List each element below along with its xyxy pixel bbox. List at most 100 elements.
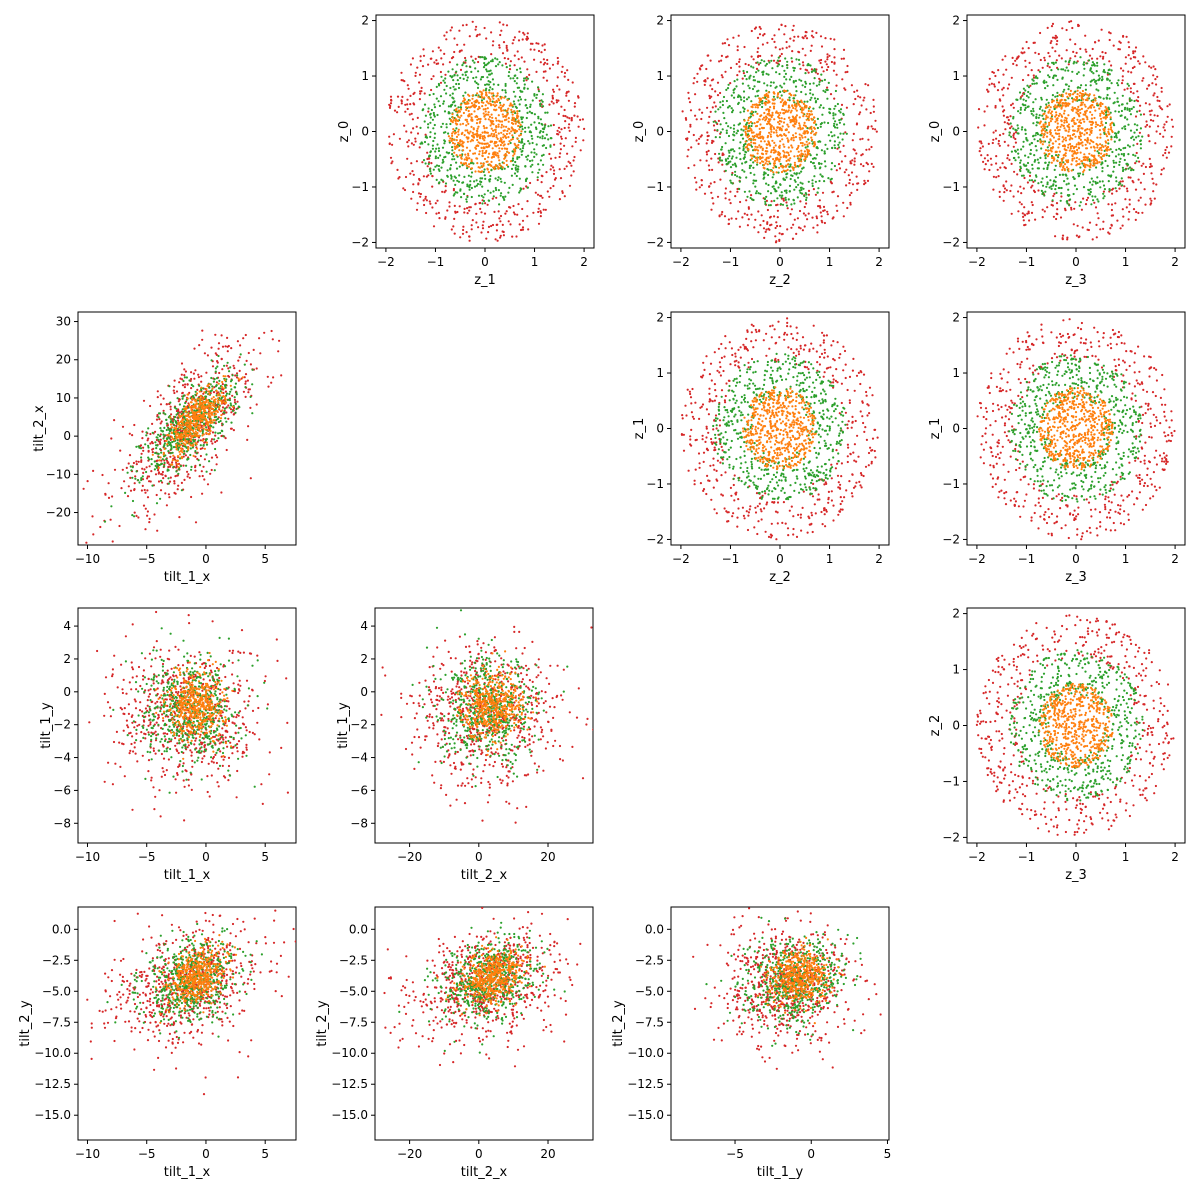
data-point-series-2: [1049, 149, 1052, 152]
data-point-series-2: [484, 104, 487, 107]
data-point-series-2: [475, 99, 478, 102]
data-point-series-0: [521, 226, 525, 229]
data-point-series-0: [741, 77, 744, 80]
data-point-series-1: [1128, 109, 1131, 112]
data-point-series-1: [775, 180, 778, 184]
data-point-series-2: [1047, 149, 1050, 152]
data-point-series-1: [518, 103, 521, 106]
data-point-series-1: [516, 77, 519, 80]
data-point-series-1: [798, 78, 801, 81]
data-point-series-0: [562, 114, 565, 117]
data-point-series-0: [737, 210, 740, 213]
data-point-series-2: [769, 135, 773, 138]
data-point-series-1: [754, 185, 757, 188]
data-point-series-0: [1043, 59, 1046, 62]
data-point-series-1: [443, 142, 446, 145]
data-point-series-2: [779, 156, 782, 159]
data-point-series-2: [1056, 117, 1059, 120]
data-point-series-2: [497, 123, 500, 126]
data-point-series-1: [1109, 118, 1112, 121]
data-point-series-1: [455, 127, 458, 130]
data-point-series-1: [792, 81, 795, 84]
data-point-series-0: [807, 189, 811, 192]
data-point-series-1: [1124, 106, 1127, 109]
data-point-series-2: [1084, 158, 1087, 162]
data-point-series-1: [827, 177, 830, 180]
data-point-series-0: [870, 145, 873, 149]
data-point-series-0: [402, 187, 405, 190]
data-point-series-0: [1046, 64, 1049, 67]
data-point-series-0: [556, 62, 559, 65]
data-point-series-1: [1137, 135, 1140, 138]
data-point-series-2: [498, 147, 501, 150]
data-point-series-2: [477, 166, 480, 169]
data-point-series-0: [801, 61, 805, 64]
data-point-series-0: [1132, 92, 1135, 95]
data-point-series-2: [468, 94, 471, 97]
data-point-series-1: [1065, 66, 1068, 69]
data-point-series-1: [514, 160, 517, 164]
data-point-series-0: [801, 229, 805, 232]
data-point-series-2: [519, 123, 522, 126]
data-point-series-2: [517, 143, 520, 147]
data-point-series-2: [1101, 144, 1104, 147]
data-point-series-1: [809, 154, 812, 157]
data-point-series-0: [872, 98, 875, 101]
data-point-series-2: [758, 127, 761, 130]
data-point-series-1: [424, 162, 427, 165]
data-point-series-1: [451, 146, 454, 149]
data-point-series-0: [990, 163, 993, 166]
data-point-series-1: [494, 65, 498, 68]
data-point-series-1: [1040, 181, 1043, 184]
data-point-series-1: [1068, 204, 1071, 207]
data-point-series-0: [1134, 115, 1138, 118]
data-point-series-1: [516, 156, 519, 159]
data-point-series-1: [733, 124, 736, 127]
data-point-series-1: [421, 142, 424, 145]
data-point-series-2: [810, 117, 813, 120]
data-point-series-0: [482, 220, 485, 223]
data-point-series-2: [493, 142, 496, 145]
data-point-series-0: [819, 211, 822, 214]
data-point-series-0: [1128, 210, 1131, 213]
data-point-series-1: [512, 90, 516, 93]
data-point-series-2: [1073, 98, 1076, 101]
data-point-series-2: [481, 137, 484, 140]
data-point-series-2: [771, 102, 774, 105]
data-point-series-0: [1115, 190, 1118, 193]
data-point-series-1: [780, 191, 783, 194]
data-point-series-2: [747, 134, 751, 137]
data-point-series-1: [461, 73, 464, 76]
data-point-series-1: [781, 65, 784, 68]
data-point-series-2: [783, 117, 786, 121]
data-point-series-0: [459, 236, 462, 239]
data-point-series-2: [759, 146, 762, 149]
data-point-series-1: [1027, 86, 1031, 89]
data-point-series-1: [520, 125, 524, 128]
data-point-series-1: [830, 168, 833, 171]
data-point-series-2: [1054, 115, 1057, 118]
data-point-series-1: [818, 83, 821, 86]
data-point-series-2: [1081, 101, 1084, 104]
data-point-series-0: [581, 118, 585, 121]
data-point-series-0: [1119, 227, 1122, 230]
data-point-series-2: [502, 109, 505, 112]
data-point-series-2: [758, 118, 761, 121]
data-point-series-0: [836, 147, 839, 150]
data-point-series-0: [797, 35, 800, 38]
data-point-series-0: [1158, 105, 1161, 108]
data-point-series-1: [1048, 161, 1051, 164]
data-point-series-1: [1094, 79, 1098, 82]
data-point-series-0: [1110, 203, 1114, 206]
data-point-series-2: [785, 159, 788, 163]
data-point-series-2: [510, 121, 514, 125]
data-point-series-2: [470, 160, 473, 163]
data-point-series-1: [455, 161, 458, 164]
data-point-series-2: [1089, 111, 1092, 114]
data-point-series-2: [799, 163, 802, 166]
data-point-series-0: [826, 53, 829, 56]
data-point-series-1: [515, 164, 518, 167]
data-point-series-0: [782, 197, 785, 200]
data-point-series-0: [994, 74, 997, 78]
data-point-series-1: [747, 84, 750, 87]
